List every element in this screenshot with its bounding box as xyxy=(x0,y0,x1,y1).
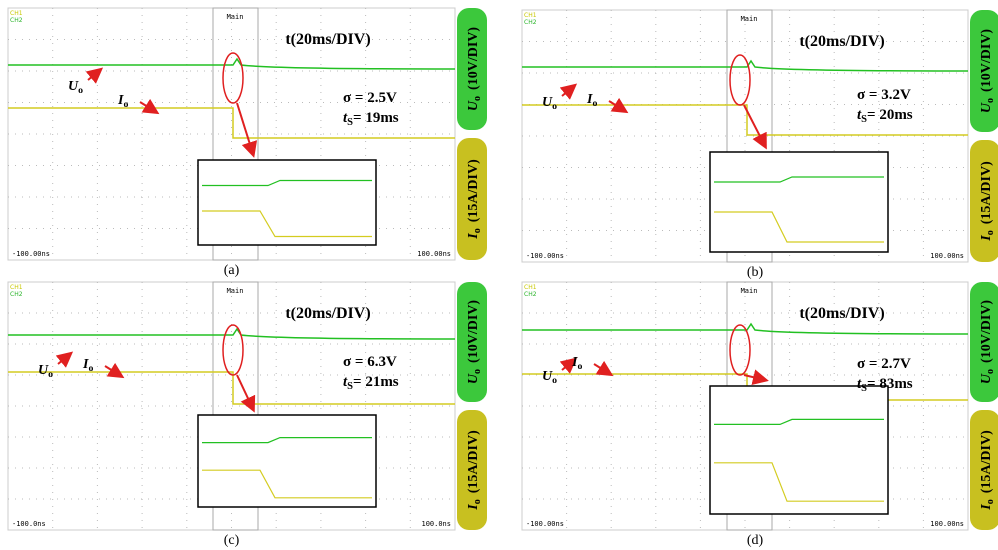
subscript: o xyxy=(472,499,483,504)
main-label: Main xyxy=(741,287,758,295)
main-label: Main xyxy=(227,287,244,295)
caption: (d) xyxy=(747,533,764,548)
subscript: o xyxy=(577,361,582,372)
subscript: o xyxy=(552,375,557,386)
sigma: σ = 2.5V xyxy=(343,90,397,106)
ch1-label: CH1 xyxy=(10,10,23,17)
subscript: o xyxy=(592,98,597,109)
subscript: o xyxy=(472,96,483,101)
subscript: o xyxy=(985,499,996,504)
ch2-label: CH2 xyxy=(524,19,537,26)
subscript: o xyxy=(472,369,483,374)
ch1-label: CH1 xyxy=(10,284,23,291)
scale-div: (15A/DIV) xyxy=(466,159,481,222)
ts-value: = 83ms xyxy=(867,376,913,392)
inset xyxy=(198,160,376,245)
scope-panel: MainCH1CH2t(20ms/DIV)UoIoσ = 2.7VtS= 83m… xyxy=(522,282,998,530)
sigma: σ = 3.2V xyxy=(857,87,911,103)
subscript: o xyxy=(123,99,128,110)
subscript: o xyxy=(985,369,996,374)
ch2-label: CH2 xyxy=(10,291,23,298)
subscript: o xyxy=(88,363,93,374)
inset xyxy=(710,386,888,514)
ch2-label: CH2 xyxy=(524,291,537,298)
figure: MainCH1CH2t(20ms/DIV)UoIoσ = 2.5VtS= 19m… xyxy=(0,0,998,550)
scale-div: (10V/DIV) xyxy=(979,29,994,92)
caption: (c) xyxy=(224,533,240,548)
main-label: Main xyxy=(741,15,758,23)
caption: (a) xyxy=(224,263,240,278)
subscript: o xyxy=(78,85,83,96)
subscript: o xyxy=(985,230,996,235)
time-div: t(20ms/DIV) xyxy=(285,31,370,48)
ts-value: = 21ms xyxy=(353,374,399,390)
right-time: 100.00ns xyxy=(417,250,451,258)
subscript: o xyxy=(985,98,996,103)
caption: (b) xyxy=(747,265,764,280)
right-time: 100.00ns xyxy=(930,520,964,528)
scale-div: (10V/DIV) xyxy=(466,300,481,363)
subscript: o xyxy=(552,101,557,112)
ch1-label: CH1 xyxy=(524,12,537,19)
main-label: Main xyxy=(227,13,244,21)
ts-value: = 19ms xyxy=(353,110,399,126)
scale-div: (10V/DIV) xyxy=(466,27,481,90)
scale-div: (15A/DIV) xyxy=(979,161,994,224)
sigma: σ = 2.7V xyxy=(857,356,911,372)
scale-div: (10V/DIV) xyxy=(979,300,994,363)
sigma: σ = 6.3V xyxy=(343,354,397,370)
time-div: t(20ms/DIV) xyxy=(285,305,370,322)
subscript: o xyxy=(472,228,483,233)
ch1-label: CH1 xyxy=(524,284,537,291)
left-time: -100.00ns xyxy=(12,250,50,258)
left-time: -100.0ns xyxy=(12,520,46,528)
scope-panel: MainCH1CH2t(20ms/DIV)UoIoσ = 2.5VtS= 19m… xyxy=(8,8,487,260)
time-div: t(20ms/DIV) xyxy=(799,33,884,50)
ch2-label: CH2 xyxy=(10,17,23,24)
left-time: -100.00ns xyxy=(526,252,564,260)
ts-value: = 20ms xyxy=(867,107,913,123)
inset xyxy=(198,415,376,507)
right-time: 100.00ns xyxy=(930,252,964,260)
inset xyxy=(710,152,888,252)
left-time: -100.00ns xyxy=(526,520,564,528)
scale-div: (15A/DIV) xyxy=(466,430,481,493)
right-time: 100.0ns xyxy=(421,520,451,528)
time-div: t(20ms/DIV) xyxy=(799,305,884,322)
scale-div: (15A/DIV) xyxy=(979,430,994,493)
subscript: o xyxy=(48,369,53,380)
